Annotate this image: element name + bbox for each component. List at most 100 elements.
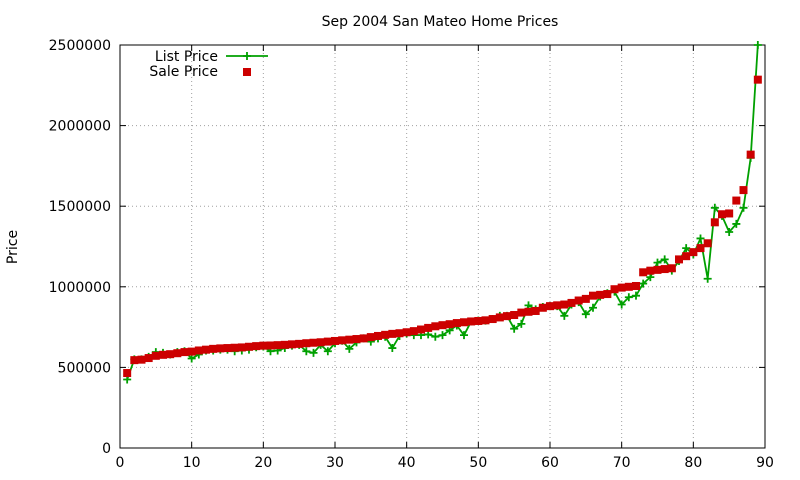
sale-price-point [488, 315, 497, 324]
x-tick-label: 90 [756, 455, 774, 471]
sale-price-point [581, 294, 590, 303]
sale-price-point [130, 356, 139, 365]
sale-price-point [517, 308, 526, 317]
list-price-point [460, 331, 468, 340]
x-tick-label: 20 [254, 455, 272, 471]
sale-price-point [359, 334, 368, 343]
sale-price-point [524, 307, 533, 316]
sale-price-point [402, 328, 411, 337]
legend-label-list-price: List Price [155, 49, 218, 65]
list-price-point [510, 324, 519, 333]
sale-price-point [381, 330, 390, 339]
list-price-point [703, 274, 712, 283]
list-price-point [560, 311, 569, 320]
sale-price-point [409, 327, 418, 336]
sale-price-point [216, 344, 225, 353]
x-tick-label: 10 [183, 455, 201, 471]
sale-price-point [553, 301, 562, 310]
sale-price-point [194, 346, 203, 355]
y-tick-label: 500000 [58, 360, 111, 376]
sale-price-point [252, 342, 261, 351]
list-price-point [696, 234, 705, 243]
list-price-point [710, 203, 719, 212]
sale-price-point [746, 150, 755, 159]
sale-price-point [538, 303, 547, 312]
sale-price-point [610, 285, 619, 294]
sale-price-point [223, 344, 232, 353]
chart-title: Sep 2004 San Mateo Home Prices [322, 14, 559, 30]
legend-marker-sale-price [243, 68, 251, 76]
sale-price-point [431, 322, 440, 331]
sale-price-point [617, 283, 626, 292]
x-tick-label: 70 [613, 455, 631, 471]
list-price-point [589, 303, 597, 312]
list-price-point [323, 347, 332, 356]
sale-price-point [159, 350, 167, 359]
list-price-point [431, 332, 440, 341]
sale-price-point [338, 336, 347, 345]
sale-price-point [266, 341, 275, 350]
legend: List Price Sale Price [149, 49, 268, 80]
sale-price-point [180, 348, 189, 357]
y-tick-label: 1500000 [49, 199, 111, 215]
list-price-point [309, 348, 318, 357]
grid-lines [120, 45, 765, 448]
list-price-point [682, 244, 691, 253]
list-price-point [438, 331, 447, 340]
sale-price-point [123, 369, 132, 378]
list-price-point [345, 344, 354, 353]
sale-price-point [288, 340, 296, 349]
sale-price-point [667, 264, 676, 273]
sale-price-point [718, 210, 726, 219]
x-tick-labels: 0 10 20 30 40 50 60 70 80 90 [116, 455, 774, 471]
y-tick-labels: 0 500000 1000000 1500000 2000000 2500000 [49, 38, 111, 457]
list-price-point [732, 219, 741, 228]
sale-price-point [388, 329, 397, 338]
x-tick-label: 0 [116, 455, 125, 471]
sale-price-point [395, 329, 404, 338]
y-tick-label: 0 [102, 441, 111, 457]
list-price-point [624, 293, 633, 302]
sale-price-point [374, 331, 382, 340]
sale-price-point [531, 306, 540, 315]
sale-price-point [151, 351, 160, 360]
sale-price-point [689, 248, 698, 257]
list-price-point [581, 310, 590, 319]
list-price-point [753, 41, 762, 49]
sale-price-point [603, 290, 612, 299]
sale-price-point [725, 209, 734, 218]
sale-price-point [510, 311, 519, 320]
sale-price-point [560, 300, 569, 309]
axis-ticks [119, 44, 766, 449]
plot-frame [119, 44, 766, 449]
x-tick-label: 60 [541, 455, 559, 471]
list-price-point [632, 291, 640, 300]
sale-price-point [682, 252, 691, 261]
sale-price-point [624, 282, 633, 291]
sale-price-point [546, 302, 554, 311]
list-price-point [660, 255, 669, 264]
sale-price-point [438, 321, 447, 330]
sale-price-point [280, 340, 289, 349]
sale-price-point [639, 268, 648, 277]
y-tick-label: 2500000 [49, 38, 111, 54]
sale-price-point [481, 316, 490, 325]
x-tick-label: 40 [398, 455, 416, 471]
sale-price-point [596, 290, 605, 299]
sale-price-point [467, 317, 476, 326]
sale-price-point [732, 196, 741, 205]
list-price-point [302, 347, 311, 356]
sale-price-point [302, 339, 311, 348]
x-tick-label: 80 [684, 455, 702, 471]
y-tick-label: 2000000 [49, 119, 111, 135]
sale-price-point [567, 298, 576, 307]
sale-price-point [295, 339, 304, 348]
sale-price-point [137, 355, 146, 364]
sale-price-point [331, 336, 339, 345]
sale-price-point [710, 218, 719, 227]
legend-marker-list-price [243, 52, 251, 60]
sale-price-point [574, 296, 583, 305]
sale-price-point [209, 344, 218, 353]
y-tick-label: 1000000 [49, 280, 111, 296]
sale-price-point [166, 350, 175, 359]
